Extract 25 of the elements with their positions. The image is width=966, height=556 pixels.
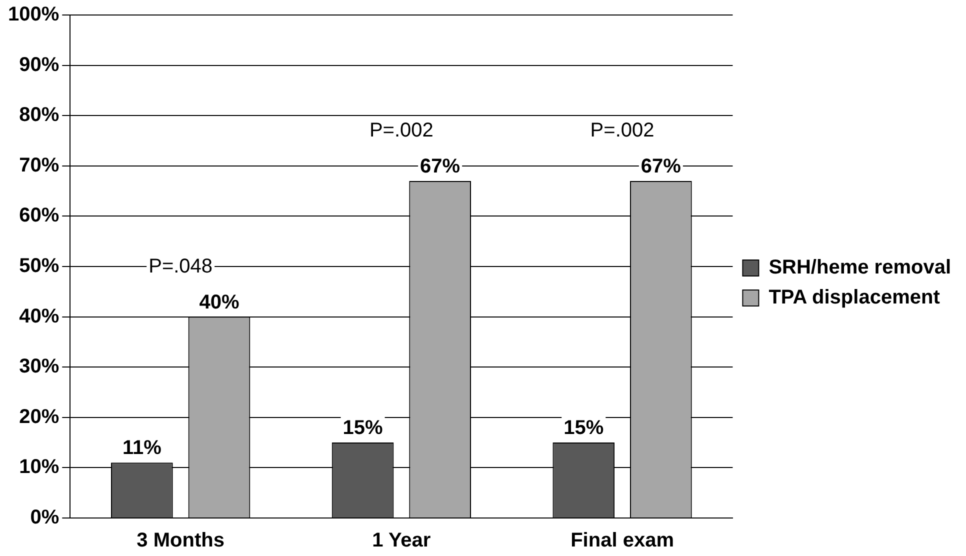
y-tick-label: 20% (19, 406, 60, 428)
annotation: P=.048 (148, 255, 213, 278)
x-tick-label: 1 Year (372, 530, 431, 552)
data-label: 15% (564, 417, 604, 440)
y-tick-label: 90% (19, 54, 60, 76)
y-tick-label: 30% (19, 356, 60, 378)
annotation: P=.002 (369, 120, 434, 142)
data-label: 67% (420, 156, 460, 178)
data-label: 67% (640, 156, 682, 178)
x-tick-label: Final exam (570, 530, 674, 552)
x-tick-label: 3 Months (136, 530, 224, 552)
y-tick-label: 80% (19, 104, 60, 126)
data-label: 11% (122, 437, 162, 460)
annotation: P=.002 (590, 120, 654, 142)
y-tick-label: 10% (19, 456, 60, 478)
legend-label: TPA displacement (768, 286, 940, 309)
data-label: 40% (199, 291, 240, 314)
y-tick-label: 60% (19, 204, 60, 227)
legend-label: SRH/heme removal (768, 256, 951, 279)
y-tick-label: 50% (19, 255, 60, 278)
y-tick-label: 70% (19, 154, 60, 176)
data-label: 15% (342, 417, 384, 440)
y-tick-label: 100% (8, 4, 60, 26)
y-tick-label: 0% (30, 506, 60, 529)
y-tick-label: 40% (19, 305, 60, 328)
